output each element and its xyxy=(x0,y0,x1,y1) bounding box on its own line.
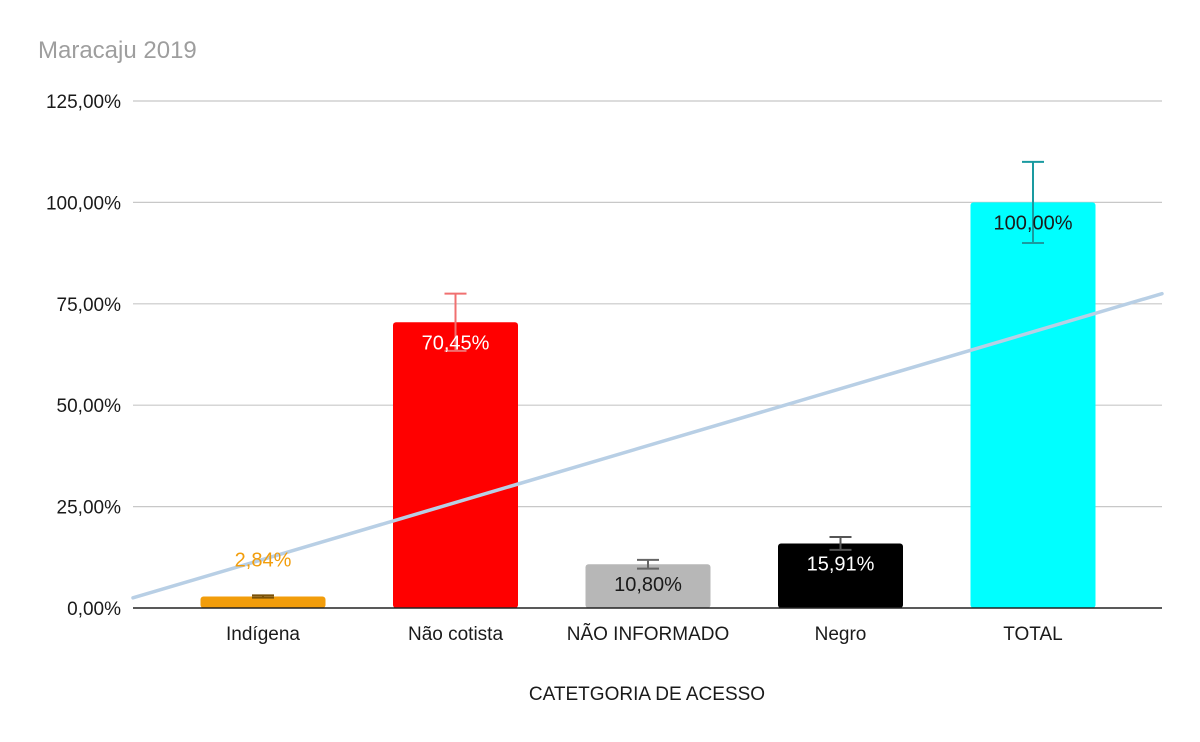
y-tick-label: 25,00% xyxy=(57,498,122,519)
y-tick-label: 100,00% xyxy=(46,193,121,214)
bar xyxy=(393,322,518,608)
x-category-label: NÃO INFORMADO xyxy=(567,623,730,645)
data-label: 15,91% xyxy=(807,553,875,575)
bar xyxy=(778,543,903,608)
data-label: 2,84% xyxy=(235,549,292,571)
y-tick-label: 125,00% xyxy=(46,92,121,113)
data-label: 100,00% xyxy=(994,212,1073,234)
y-tick-label: 0,00% xyxy=(67,599,121,620)
bar xyxy=(585,564,711,608)
x-axis-title: CATETGORIA DE ACESSO xyxy=(529,684,765,705)
trendline xyxy=(131,291,1164,600)
x-category-label: Indígena xyxy=(226,624,300,645)
data-label: 10,80% xyxy=(614,574,682,596)
data-label: 70,45% xyxy=(422,332,490,354)
bars xyxy=(200,202,1096,608)
bar xyxy=(970,202,1096,608)
data-labels: 2,84% 70,45% 10,80% 15,91% 100,00% xyxy=(235,212,1073,596)
y-tick-label: 50,00% xyxy=(57,396,122,417)
trendline-layer xyxy=(131,291,1164,600)
x-category-label: TOTAL xyxy=(1003,624,1062,645)
x-category-label: Não cotista xyxy=(408,624,503,645)
chart-title: Maracaju 2019 xyxy=(38,37,197,64)
y-axis-tick-labels: 0,00% 25,00% 50,00% 75,00% 100,00% 125,00% xyxy=(46,92,121,620)
x-axis-category-labels: Indígena Não cotista NÃO INFORMADO Negro TOT… xyxy=(226,623,1063,645)
bar xyxy=(200,596,326,608)
x-category-label: Negro xyxy=(815,624,867,645)
y-tick-label: 75,00% xyxy=(57,295,122,316)
error-bars xyxy=(252,160,1044,599)
